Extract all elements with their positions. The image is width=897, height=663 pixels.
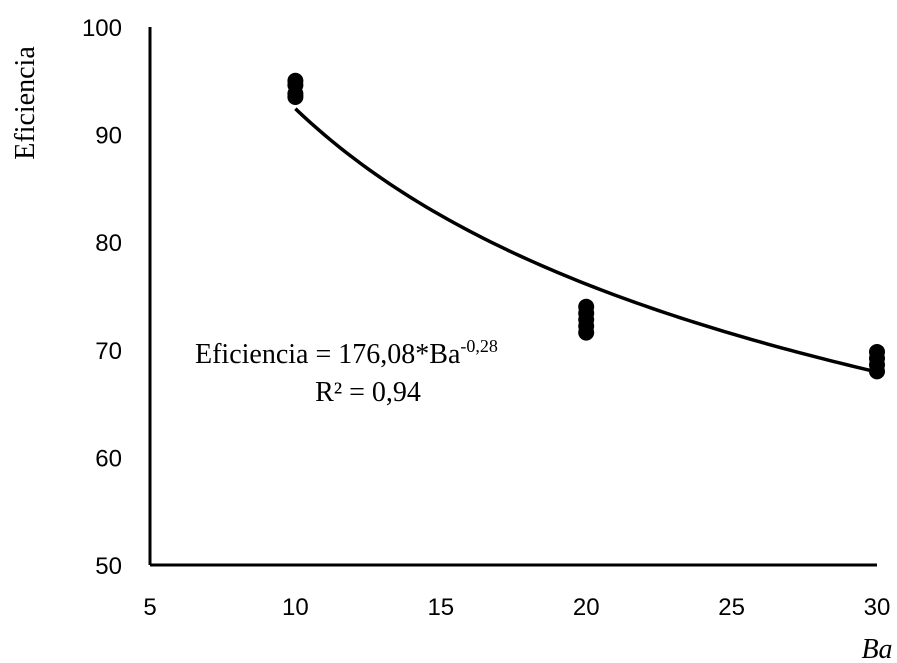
data-point [287, 88, 304, 105]
trendline-r2: R² = 0,94 [315, 377, 421, 408]
y-tick-label: 80 [95, 230, 122, 257]
y-tick-label: 60 [95, 445, 122, 472]
y-tick-label: 90 [95, 123, 122, 150]
y-tick-label: 100 [82, 15, 122, 42]
trendline-equation-exponent: -0,28 [460, 336, 498, 356]
y-axis-label: Eficiencia [10, 46, 41, 160]
x-tick-label: 10 [282, 594, 309, 621]
x-tick-label: 25 [718, 594, 745, 621]
y-tick-labels: 50 60 70 80 90 100 [82, 15, 122, 580]
y-tick-label: 50 [95, 553, 122, 580]
x-tick-label: 20 [573, 594, 600, 621]
data-point [869, 363, 885, 380]
y-tick-label: 70 [95, 338, 122, 365]
x-tick-labels: 5 10 15 20 25 30 [143, 594, 890, 621]
trendline [294, 107, 878, 374]
x-axis-label: Ba [861, 634, 892, 663]
data-point [578, 324, 595, 341]
data-points [287, 72, 885, 380]
x-tick-label: 30 [864, 594, 891, 621]
trendline-equation: Eficiencia = 176,08*Ba-0,28 [195, 336, 498, 370]
x-tick-label: 5 [143, 594, 156, 621]
x-tick-label: 15 [427, 594, 454, 621]
axes [148, 27, 877, 567]
trendline-equation-base: Eficiencia = 176,08*Ba [195, 339, 461, 370]
